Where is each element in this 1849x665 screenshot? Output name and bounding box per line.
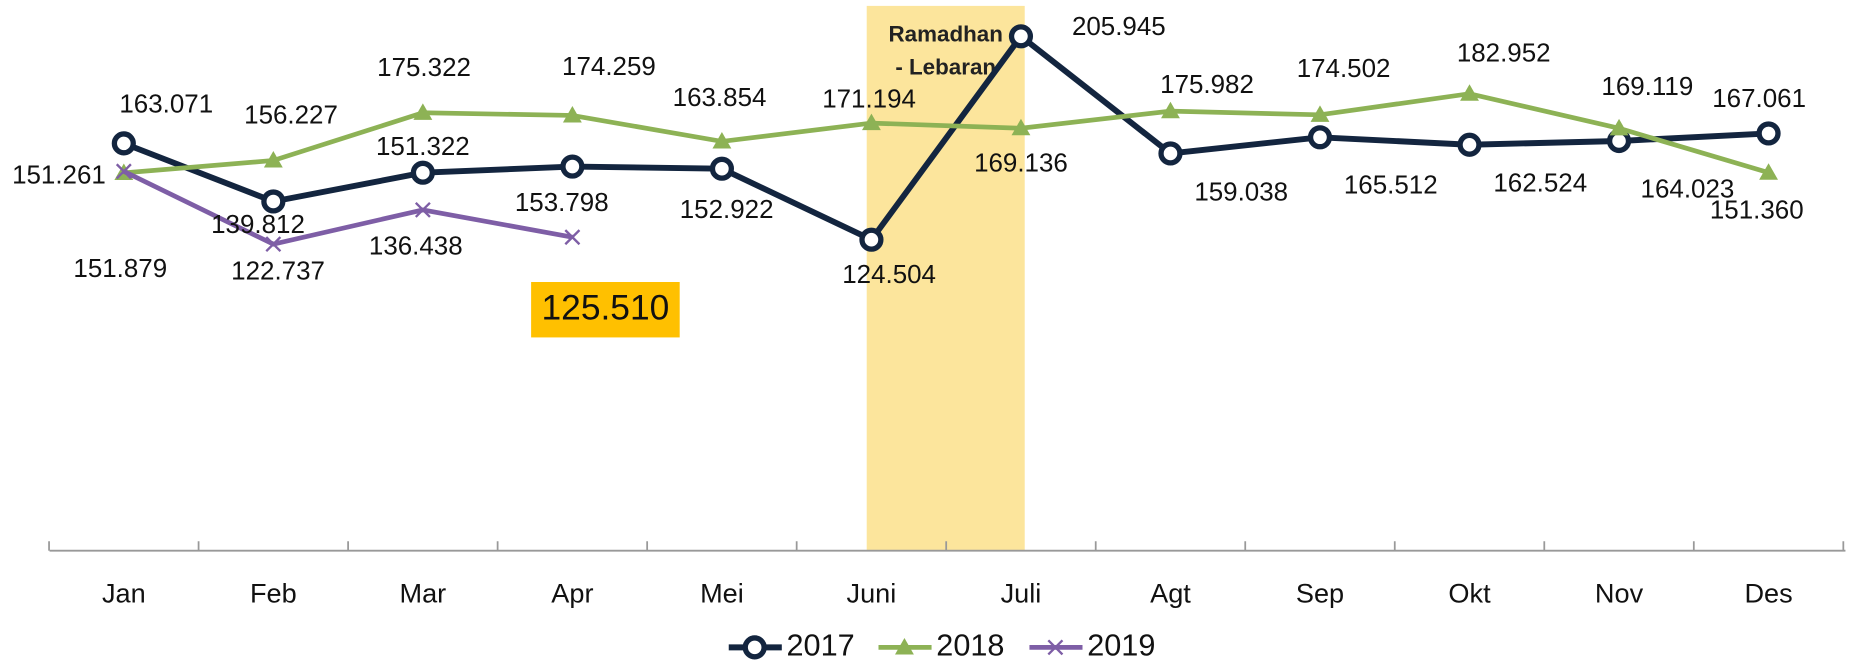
data-label: 163.071: [119, 90, 213, 118]
point: [712, 131, 732, 149]
data-label: 153.798: [515, 189, 609, 217]
point: [1161, 101, 1180, 119]
x-tick-label: Sep: [1296, 578, 1344, 609]
data-label: 152.922: [680, 196, 774, 224]
data-label: 125.510: [541, 289, 669, 328]
x-tick-label: Feb: [250, 578, 297, 609]
data-label: 139.812: [211, 211, 305, 239]
x-tick-label: Apr: [551, 578, 593, 609]
x-tick-label: Juli: [1001, 578, 1042, 609]
point: [1759, 163, 1778, 180]
data-label: 136.438: [369, 232, 463, 260]
point: [564, 229, 581, 246]
highlight-band: [866, 5, 1025, 551]
point: [414, 201, 431, 218]
data-label: 169.119: [1601, 73, 1693, 101]
data-label: 124.504: [842, 261, 936, 289]
data-label: 159.038: [1194, 178, 1288, 206]
data-label: 174.502: [1297, 55, 1391, 83]
point: [859, 227, 884, 252]
legend-label: 2018: [936, 628, 1004, 662]
series-line: [123, 91, 1770, 176]
legend-label: 2017: [787, 628, 855, 662]
x-tick-label: Nov: [1595, 578, 1644, 609]
point: [1457, 132, 1482, 157]
point: [1460, 84, 1479, 101]
data-label: 151.261: [12, 161, 106, 189]
point: [1011, 118, 1031, 136]
point: [263, 151, 283, 168]
point: [1158, 141, 1183, 166]
x-tick-label: Mar: [400, 578, 447, 609]
data-label: 156.227: [244, 102, 338, 130]
point: [261, 189, 286, 214]
point: [111, 131, 136, 156]
data-label: 151.360: [1710, 196, 1804, 224]
data-label: 175.322: [377, 54, 471, 82]
legend-marker: [742, 635, 767, 660]
data-label: 165.512: [1344, 172, 1438, 200]
point: [1609, 118, 1629, 136]
data-label: 151.322: [376, 133, 470, 161]
data-label: 182.952: [1457, 40, 1551, 68]
point: [115, 163, 132, 180]
x-tick-label: Mei: [700, 578, 744, 609]
point: [560, 154, 585, 179]
point: [1307, 125, 1333, 150]
data-label: 164.023: [1641, 175, 1735, 203]
data-label: 175.982: [1160, 71, 1254, 99]
x-tick-label: Des: [1744, 578, 1792, 609]
legend-label: 2019: [1087, 628, 1155, 662]
data-label: 174.259: [562, 53, 656, 81]
point: [709, 156, 734, 181]
plot: Ramadhan - Lebaran Jan Feb Mar Apr Mei Juni Juli…: [12, 5, 1846, 662]
point: [1008, 24, 1034, 49]
point: [265, 236, 282, 253]
legend-marker: [1047, 639, 1064, 656]
point: [413, 103, 433, 120]
data-label: 151.879: [73, 255, 167, 283]
point: [1756, 121, 1781, 146]
annotation: Ramadhan: [888, 21, 1002, 46]
data-label: 205.945: [1072, 13, 1166, 41]
annotation: - Lebaran: [895, 54, 996, 79]
series-line: [122, 169, 573, 247]
legend-marker: [895, 637, 914, 655]
data-label: 163.854: [673, 84, 767, 112]
x-tick-label: Agt: [1150, 578, 1191, 609]
series-line: [122, 32, 1769, 244]
data-label: 169.136: [974, 150, 1068, 178]
label-highlight: [531, 282, 680, 338]
point: [410, 160, 435, 185]
data-label: 122.737: [231, 257, 325, 285]
data-label: 171.194: [822, 86, 916, 114]
point: [562, 105, 582, 123]
x-tick-label: Juni: [847, 578, 897, 609]
data-label: 167.061: [1712, 85, 1806, 113]
point: [1310, 105, 1330, 122]
x-tick-label: Jan: [102, 578, 146, 609]
point: [861, 113, 881, 131]
x-tick-label: Okt: [1448, 578, 1491, 609]
data-label: 162.524: [1493, 170, 1587, 198]
